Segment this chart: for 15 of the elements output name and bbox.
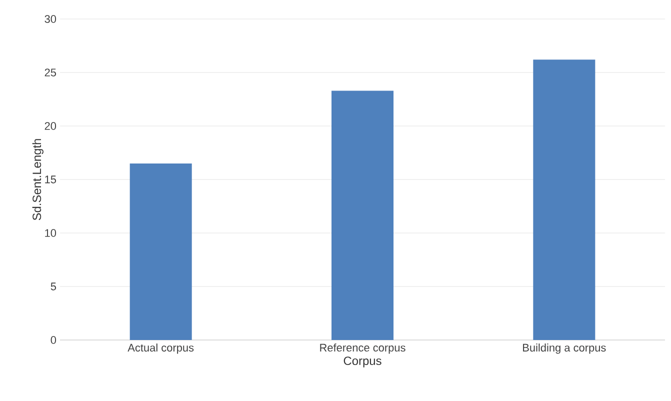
y-tick-label: 25: [44, 68, 56, 76]
y-tick-label: 5: [50, 282, 56, 290]
y-axis-title: Sd.Sent.Length: [32, 139, 44, 220]
y-tick-label: 15: [45, 176, 56, 184]
bar: [533, 60, 596, 340]
bar: [332, 90, 394, 340]
x-axis-title: Corpus: [344, 356, 382, 368]
y-tick-label: 0: [50, 336, 56, 344]
y-tick-label: 30: [44, 15, 56, 23]
y-tick-label: 10: [45, 229, 56, 237]
bar: [130, 163, 192, 340]
y-tick-label: 20: [44, 122, 56, 130]
x-tick-label: Actual corpus: [128, 344, 194, 354]
x-tick-label: Reference corpus: [320, 344, 406, 354]
x-tick-label: Building a corpus: [523, 344, 606, 354]
